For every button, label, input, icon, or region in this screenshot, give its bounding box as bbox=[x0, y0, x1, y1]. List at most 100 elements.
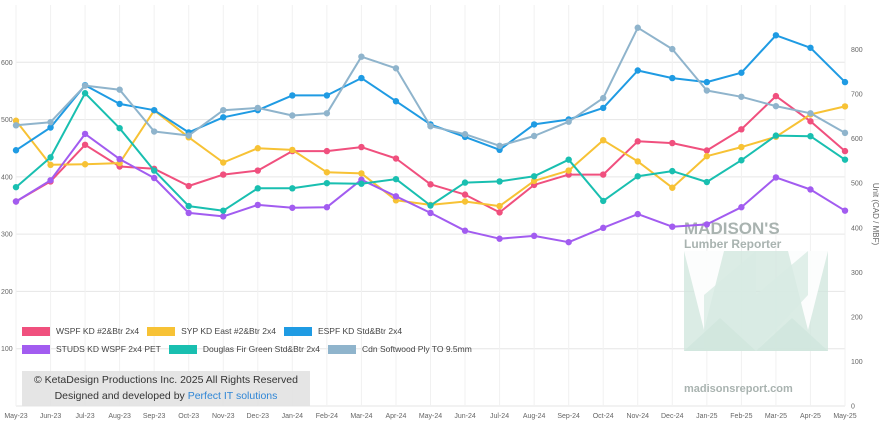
data-point-syp-kd-east-2-btr-2x4-Jan-25[interactable] bbox=[703, 153, 711, 160]
data-point-cdn-softwood-ply-to-9-5mm-Jun-24[interactable] bbox=[461, 131, 469, 138]
data-point-studs-kd-wspf-2x4-pet-Jul-23[interactable] bbox=[81, 130, 89, 138]
data-point-douglas-fir-green-std-btr-2x4-Feb-24[interactable] bbox=[323, 179, 331, 187]
data-point-syp-kd-east-2-btr-2x4-Jan-24[interactable] bbox=[289, 146, 296, 154]
data-point-douglas-fir-green-std-btr-2x4-Oct-24[interactable] bbox=[600, 197, 607, 205]
data-point-douglas-fir-green-std-btr-2x4-May-23[interactable] bbox=[12, 183, 20, 191]
data-point-syp-kd-east-2-btr-2x4-Feb-24[interactable] bbox=[323, 169, 331, 176]
data-point-wspf-kd-2-btr-2x4-Apr-24[interactable] bbox=[392, 155, 400, 162]
data-point-studs-kd-wspf-2x4-pet-Feb-24[interactable] bbox=[323, 204, 331, 211]
data-point-douglas-fir-green-std-btr-2x4-Jun-23[interactable] bbox=[47, 154, 54, 161]
data-point-cdn-softwood-ply-to-9-5mm-Jul-24[interactable] bbox=[496, 142, 503, 149]
data-point-wspf-kd-2-btr-2x4-Jan-25[interactable] bbox=[703, 147, 711, 154]
data-point-studs-kd-wspf-2x4-pet-Jul-24[interactable] bbox=[496, 235, 503, 242]
data-point-studs-kd-wspf-2x4-pet-May-25[interactable] bbox=[841, 207, 849, 214]
data-point-syp-kd-east-2-btr-2x4-Mar-24[interactable] bbox=[358, 170, 365, 177]
data-point-cdn-softwood-ply-to-9-5mm-May-23[interactable] bbox=[12, 122, 20, 129]
legend-item-wspf[interactable]: WSPF KD #2&Btr 2x4 bbox=[22, 326, 139, 336]
data-point-cdn-softwood-ply-to-9-5mm-Sep-24[interactable] bbox=[565, 118, 572, 125]
data-point-douglas-fir-green-std-btr-2x4-Nov-24[interactable] bbox=[634, 173, 641, 180]
data-point-cdn-softwood-ply-to-9-5mm-Jan-24[interactable] bbox=[289, 112, 296, 119]
data-point-espf-kd-std-btr-2x4-Aug-23[interactable] bbox=[116, 100, 123, 108]
data-point-cdn-softwood-ply-to-9-5mm-Apr-24[interactable] bbox=[392, 65, 400, 72]
data-point-studs-kd-wspf-2x4-pet-Aug-24[interactable] bbox=[530, 232, 538, 240]
data-point-cdn-softwood-ply-to-9-5mm-Aug-23[interactable] bbox=[116, 86, 123, 93]
data-point-syp-kd-east-2-btr-2x4-Feb-25[interactable] bbox=[738, 143, 745, 151]
data-point-syp-kd-east-2-btr-2x4-Nov-23[interactable] bbox=[220, 159, 227, 166]
data-point-syp-kd-east-2-btr-2x4-Jun-24[interactable] bbox=[461, 198, 469, 205]
data-point-studs-kd-wspf-2x4-pet-Jan-25[interactable] bbox=[703, 221, 711, 228]
data-point-espf-kd-std-btr-2x4-Mar-25[interactable] bbox=[772, 32, 780, 39]
data-point-studs-kd-wspf-2x4-pet-Aug-23[interactable] bbox=[116, 155, 123, 163]
data-point-cdn-softwood-ply-to-9-5mm-Nov-24[interactable] bbox=[634, 24, 641, 31]
data-point-cdn-softwood-ply-to-9-5mm-May-24[interactable] bbox=[427, 122, 434, 130]
data-point-wspf-kd-2-btr-2x4-Jul-23[interactable] bbox=[81, 141, 89, 148]
data-point-syp-kd-east-2-btr-2x4-Jun-23[interactable] bbox=[47, 161, 54, 169]
data-point-syp-kd-east-2-btr-2x4-Jul-23[interactable] bbox=[81, 161, 89, 168]
data-point-studs-kd-wspf-2x4-pet-Apr-25[interactable] bbox=[807, 186, 814, 193]
data-point-studs-kd-wspf-2x4-pet-Sep-23[interactable] bbox=[150, 174, 158, 182]
data-point-cdn-softwood-ply-to-9-5mm-Dec-23[interactable] bbox=[254, 104, 261, 112]
legend-item-syp[interactable]: SYP KD East #2&Btr 2x4 bbox=[147, 326, 276, 336]
data-point-cdn-softwood-ply-to-9-5mm-Aug-24[interactable] bbox=[530, 132, 538, 140]
legend-item-studs[interactable]: STUDS KD WSPF 2x4 PET bbox=[22, 344, 161, 354]
data-point-wspf-kd-2-btr-2x4-Mar-25[interactable] bbox=[772, 92, 780, 100]
data-point-cdn-softwood-ply-to-9-5mm-Oct-24[interactable] bbox=[600, 94, 607, 102]
data-point-cdn-softwood-ply-to-9-5mm-Sep-23[interactable] bbox=[150, 128, 158, 135]
data-point-douglas-fir-green-std-btr-2x4-Apr-24[interactable] bbox=[392, 175, 400, 183]
data-point-espf-kd-std-btr-2x4-Dec-24[interactable] bbox=[669, 74, 676, 82]
data-point-studs-kd-wspf-2x4-pet-Sep-24[interactable] bbox=[565, 238, 572, 246]
data-point-wspf-kd-2-btr-2x4-Dec-24[interactable] bbox=[669, 139, 676, 147]
data-point-wspf-kd-2-btr-2x4-Jul-24[interactable] bbox=[496, 209, 503, 216]
data-point-cdn-softwood-ply-to-9-5mm-Jul-23[interactable] bbox=[81, 82, 89, 89]
data-point-studs-kd-wspf-2x4-pet-Oct-24[interactable] bbox=[600, 224, 607, 232]
data-point-syp-kd-east-2-btr-2x4-Aug-24[interactable] bbox=[530, 177, 538, 185]
data-point-espf-kd-std-btr-2x4-Jan-24[interactable] bbox=[289, 92, 296, 99]
data-point-espf-kd-std-btr-2x4-Feb-24[interactable] bbox=[323, 92, 331, 99]
data-point-cdn-softwood-ply-to-9-5mm-Jan-25[interactable] bbox=[703, 87, 711, 94]
data-point-espf-kd-std-btr-2x4-Nov-24[interactable] bbox=[634, 67, 641, 74]
data-point-studs-kd-wspf-2x4-pet-Jun-24[interactable] bbox=[461, 227, 469, 234]
data-point-syp-kd-east-2-btr-2x4-Dec-24[interactable] bbox=[669, 184, 676, 191]
data-point-douglas-fir-green-std-btr-2x4-Jan-25[interactable] bbox=[703, 178, 711, 186]
data-point-douglas-fir-green-std-btr-2x4-May-25[interactable] bbox=[841, 156, 849, 163]
data-point-wspf-kd-2-btr-2x4-Oct-23[interactable] bbox=[185, 182, 192, 190]
data-point-wspf-kd-2-btr-2x4-Jun-24[interactable] bbox=[461, 191, 469, 198]
data-point-douglas-fir-green-std-btr-2x4-Jan-24[interactable] bbox=[289, 185, 296, 192]
data-point-espf-kd-std-btr-2x4-Apr-24[interactable] bbox=[392, 98, 400, 105]
data-point-studs-kd-wspf-2x4-pet-May-23[interactable] bbox=[12, 198, 20, 205]
data-point-douglas-fir-green-std-btr-2x4-Oct-23[interactable] bbox=[185, 202, 192, 210]
data-point-espf-kd-std-btr-2x4-Feb-25[interactable] bbox=[738, 69, 745, 76]
data-point-douglas-fir-green-std-btr-2x4-Dec-24[interactable] bbox=[669, 167, 676, 175]
data-point-wspf-kd-2-btr-2x4-Mar-24[interactable] bbox=[358, 143, 365, 151]
data-point-syp-kd-east-2-btr-2x4-Dec-23[interactable] bbox=[254, 145, 261, 152]
data-point-douglas-fir-green-std-btr-2x4-Sep-23[interactable] bbox=[150, 167, 158, 174]
data-point-wspf-kd-2-btr-2x4-Nov-23[interactable] bbox=[220, 171, 227, 178]
data-point-cdn-softwood-ply-to-9-5mm-Mar-24[interactable] bbox=[358, 53, 365, 60]
data-point-wspf-kd-2-btr-2x4-May-25[interactable] bbox=[841, 147, 849, 155]
data-point-espf-kd-std-btr-2x4-Sep-23[interactable] bbox=[150, 106, 158, 114]
legend-item-cdn-ply[interactable]: Cdn Softwood Ply TO 9.5mm bbox=[328, 344, 472, 354]
data-point-cdn-softwood-ply-to-9-5mm-Apr-25[interactable] bbox=[807, 110, 814, 117]
data-point-wspf-kd-2-btr-2x4-Feb-24[interactable] bbox=[323, 147, 331, 155]
data-point-douglas-fir-green-std-btr-2x4-Aug-24[interactable] bbox=[530, 173, 538, 180]
data-point-cdn-softwood-ply-to-9-5mm-Feb-25[interactable] bbox=[738, 93, 745, 100]
data-point-studs-kd-wspf-2x4-pet-Nov-24[interactable] bbox=[634, 210, 641, 218]
data-point-studs-kd-wspf-2x4-pet-Dec-23[interactable] bbox=[254, 201, 261, 209]
data-point-douglas-fir-green-std-btr-2x4-Mar-24[interactable] bbox=[358, 180, 365, 187]
data-point-douglas-fir-green-std-btr-2x4-Dec-23[interactable] bbox=[254, 185, 261, 192]
data-point-cdn-softwood-ply-to-9-5mm-Feb-24[interactable] bbox=[323, 110, 331, 117]
data-point-espf-kd-std-btr-2x4-May-23[interactable] bbox=[12, 147, 20, 154]
legend-item-douglas-fir[interactable]: Douglas Fir Green Std&Btr 2x4 bbox=[168, 344, 320, 354]
data-point-syp-kd-east-2-btr-2x4-May-25[interactable] bbox=[841, 103, 849, 110]
data-point-studs-kd-wspf-2x4-pet-Nov-23[interactable] bbox=[220, 213, 227, 220]
data-point-espf-kd-std-btr-2x4-Jan-25[interactable] bbox=[703, 78, 711, 86]
data-point-wspf-kd-2-btr-2x4-May-24[interactable] bbox=[427, 181, 434, 188]
data-point-studs-kd-wspf-2x4-pet-Dec-24[interactable] bbox=[669, 223, 676, 230]
data-point-cdn-softwood-ply-to-9-5mm-Nov-23[interactable] bbox=[220, 106, 227, 114]
data-point-espf-kd-std-btr-2x4-Aug-24[interactable] bbox=[530, 121, 538, 128]
data-point-studs-kd-wspf-2x4-pet-Feb-25[interactable] bbox=[738, 204, 745, 211]
data-point-espf-kd-std-btr-2x4-Nov-23[interactable] bbox=[220, 114, 227, 121]
data-point-douglas-fir-green-std-btr-2x4-Feb-25[interactable] bbox=[738, 157, 745, 164]
data-point-espf-kd-std-btr-2x4-Mar-24[interactable] bbox=[358, 74, 365, 82]
data-point-studs-kd-wspf-2x4-pet-Apr-24[interactable] bbox=[392, 193, 400, 200]
